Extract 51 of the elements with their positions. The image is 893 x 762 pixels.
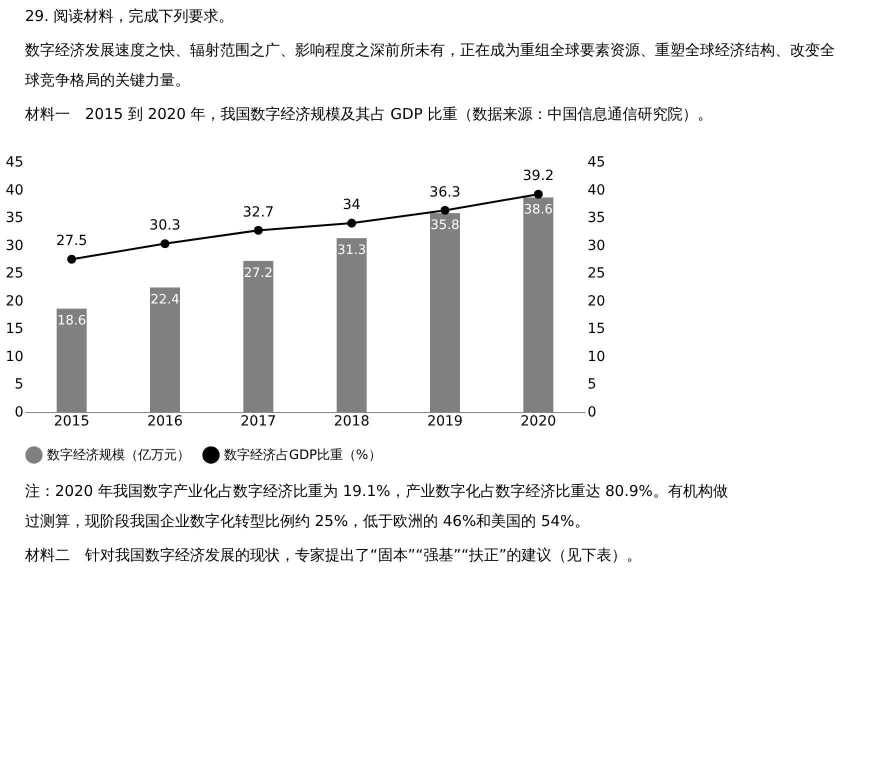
data-label: 30.3 <box>149 218 181 234</box>
x-tick-label: 2018 <box>334 414 370 430</box>
y2-tick-label: 0 <box>588 404 596 420</box>
x-tick-label: 2015 <box>54 414 90 430</box>
point <box>254 226 263 235</box>
text: 材料一 2015 到 2020 年，我国数字经济规模及其占 GDP 比重（数据来源：中国信息通信研究院）。 <box>24 105 712 123</box>
data-label: 32.7 <box>242 204 274 220</box>
y-tick-label: 0 <box>14 404 24 420</box>
y-tick-label: 30 <box>6 238 24 254</box>
y2-tick-label: 35 <box>588 210 606 226</box>
data-label: 31.3 <box>337 243 366 258</box>
y-tick-label: 45 <box>6 154 24 170</box>
point <box>534 190 543 199</box>
y2-tick-label: 40 <box>588 182 606 198</box>
data-label: 39.2 <box>522 168 554 184</box>
x-tick-label: 2017 <box>240 414 276 430</box>
data-label: 18.6 <box>57 314 86 329</box>
y-tick-label: 35 <box>6 210 24 226</box>
x-tick-label: 2019 <box>427 414 463 430</box>
data-label: 38.6 <box>524 202 553 218</box>
point <box>347 218 356 228</box>
data-label: 35.8 <box>430 218 460 234</box>
y-tick-label: 20 <box>6 293 24 310</box>
point <box>67 254 76 264</box>
legend-label: 数字经济占GDP比重（%） <box>224 447 382 464</box>
y2-tick-label: 5 <box>588 376 596 393</box>
data-label: 36.3 <box>429 184 461 200</box>
y2-tick-label: 30 <box>588 238 606 254</box>
y-tick-label: 25 <box>6 266 24 282</box>
chart-title: 29. 阅读材料，完成下列要求。 <box>25 7 234 25</box>
point <box>440 206 450 215</box>
chart-subtitle: 数字经济发展速度之快、辐射范围之广、影响程度之深前所未有，正在成为重组全球要素资源、重塑全球经济结构、改变全球竞争格局的关键力量。 <box>25 41 835 89</box>
y-tick-label: 10 <box>6 348 24 365</box>
data-label: 22.4 <box>150 292 180 308</box>
y2-tick-label: 45 <box>588 154 606 170</box>
text: 材料二 针对我国数字经济发展的现状，专家提出了“固本”“强基”“扶正”的建议（见下表）。 <box>24 546 642 564</box>
y2-tick-label: 10 <box>588 348 606 365</box>
y2-tick-label: 20 <box>588 293 606 310</box>
y-tick-label: 40 <box>6 182 24 198</box>
legend-label: 数字经济规模（亿万元） <box>47 447 190 464</box>
y2-tick-label: 15 <box>588 321 606 338</box>
point <box>160 239 170 248</box>
data-label: 34 <box>342 197 361 214</box>
y-tick-label: 15 <box>6 321 24 338</box>
y-tick-label: 5 <box>14 376 24 393</box>
data-label: 27.5 <box>56 233 88 250</box>
x-tick-label: 2020 <box>520 414 556 430</box>
x-tick-label: 2016 <box>147 414 183 430</box>
y2-tick-label: 25 <box>588 266 606 282</box>
data-label: 27.2 <box>244 266 273 281</box>
text: 注：2020 年我国数字产业化占数字经济比重为 19.1%，产业数字化占数字经济比重达 80.9%。有机构做过测算，现阶段我国企业数字化转型比例约 25%，低于欧洲的 46%和美国的 54%。 <box>25 482 728 530</box>
